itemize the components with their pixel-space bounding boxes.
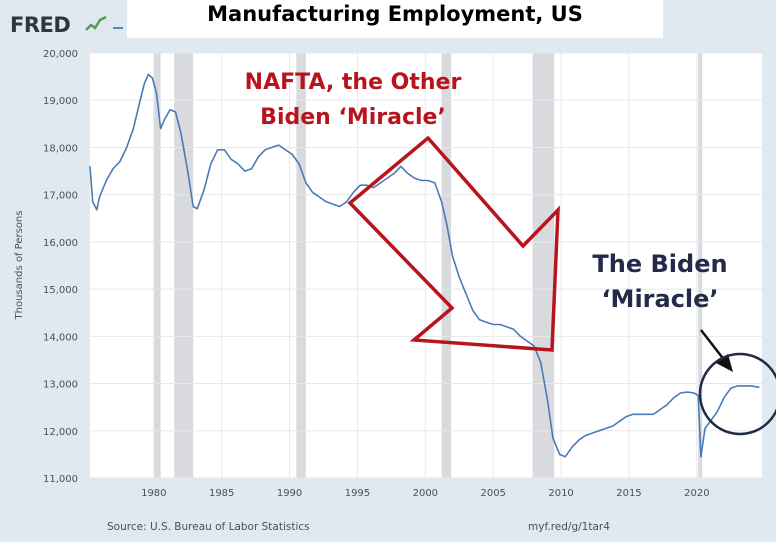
gridlines [90,52,762,479]
chart-title: Manufacturing Employment, US [207,2,583,26]
y-tick-label: 15,000 [43,285,78,296]
nafta-label-line2: Biden ‘Miracle’ [260,105,446,130]
fred-logo: FRED [10,13,71,37]
x-tick-label: 1980 [141,488,166,499]
logo-dash [113,27,123,29]
x-tick-label: 2020 [684,488,709,499]
x-tick-label: 1995 [345,488,370,499]
highlight-circle [698,352,776,436]
y-tick-label: 17,000 [43,191,78,202]
x-tick-label: 2000 [413,488,438,499]
biden-label-line1: The Biden [592,250,727,278]
pointer-arrow-shaft [700,329,726,362]
y-tick-label: 14,000 [43,332,78,343]
y-tick-label: 11,000 [43,474,78,485]
x-tick-label: 2015 [616,488,641,499]
x-tick-label: 1990 [277,488,302,499]
nafta-label-line1: NAFTA, the Other [245,70,462,95]
pointer-arrow-head [716,354,733,372]
y-tick-label: 16,000 [43,238,78,249]
x-tick-label: 2005 [480,488,505,499]
fred-chart-icon [84,14,108,34]
y-tick-label: 18,000 [43,143,78,154]
x-tick-label: 1985 [209,488,234,499]
y-tick-label: 19,000 [43,96,78,107]
recession-band-0 [153,53,161,478]
recession-bands [153,53,703,478]
y-tick-label: 12,000 [43,427,78,438]
recession-band-3 [441,53,452,478]
source-note: Source: U.S. Bureau of Labor Statistics [107,521,310,533]
y-tick-label: 20,000 [43,49,78,60]
fred-link[interactable]: myf.red/g/1tar4 [528,521,610,533]
x-tick-label: 2010 [548,488,573,499]
series-line [89,73,760,458]
y-tick-label: 13,000 [43,380,78,391]
plot-area [90,53,762,478]
recession-band-5 [698,53,703,478]
tick-labels: 11,000 12,000 13,000 14,000 15,000 16,000 17,0… [43,49,710,499]
nafta-arrow [347,135,560,352]
y-axis-label: Thousands of Persons [14,211,25,321]
title-box: Manufacturing Employment, US [127,0,663,38]
recession-band-2 [296,53,306,478]
biden-label-line2: ‘Miracle’ [601,285,718,313]
recession-band-1 [174,53,194,478]
recession-band-4 [532,53,555,478]
